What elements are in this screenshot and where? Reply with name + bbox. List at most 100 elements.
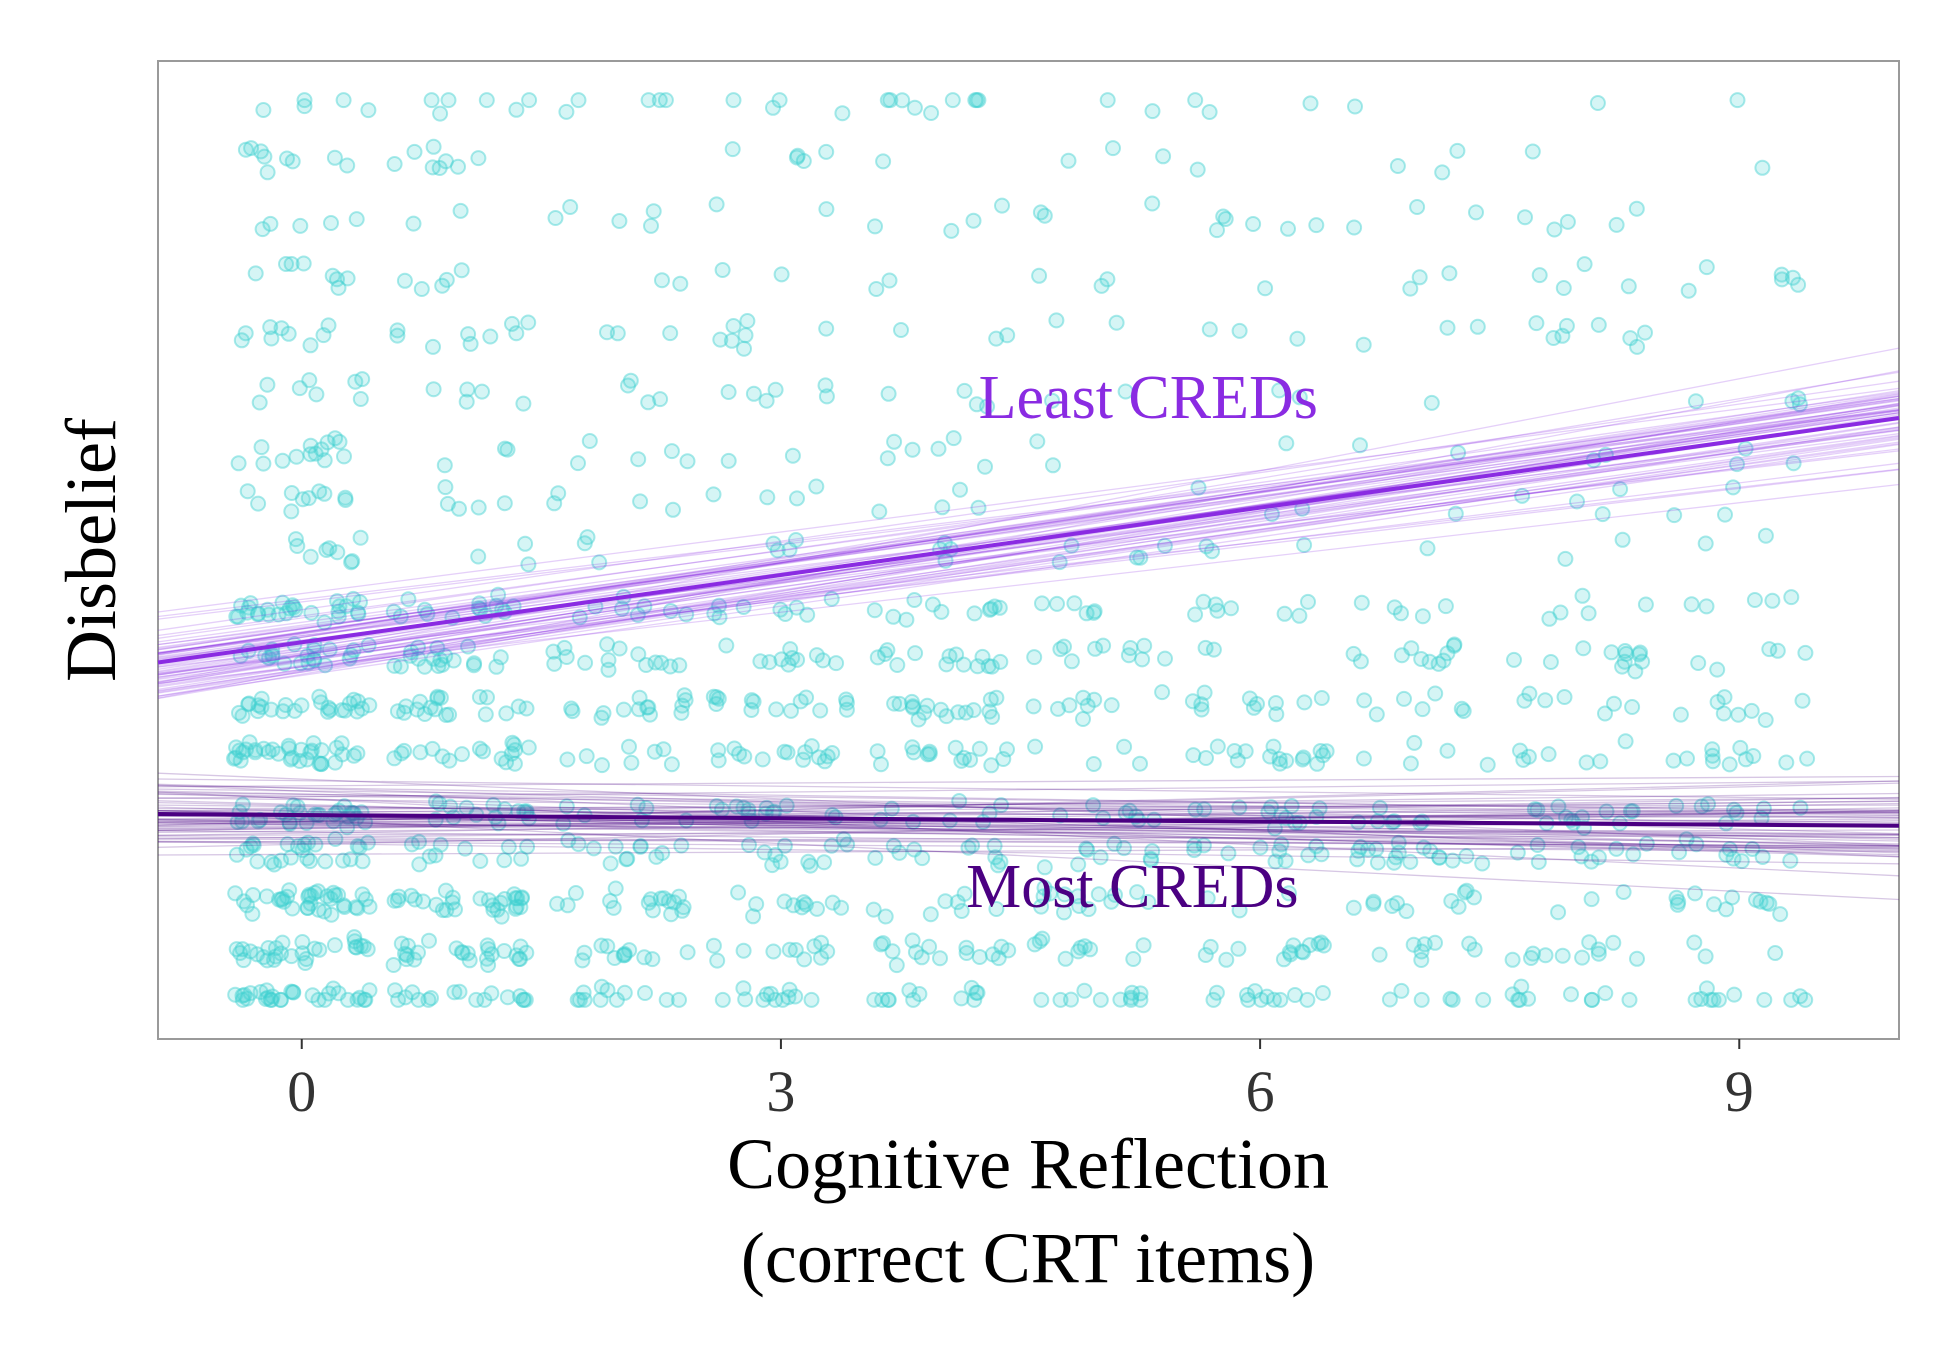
data-point [1709, 661, 1726, 678]
posterior-draw-line [157, 802, 1900, 832]
data-point [278, 256, 294, 272]
data-point [317, 657, 334, 674]
data-point [330, 279, 347, 296]
data-point [906, 841, 923, 858]
data-point [735, 980, 752, 997]
data-point [886, 695, 903, 712]
data-point [1076, 982, 1093, 999]
data-point [386, 892, 403, 909]
data-point [1360, 841, 1376, 858]
data-point [1584, 991, 1600, 1008]
data-point [251, 394, 268, 411]
data-point [708, 798, 725, 815]
data-point [515, 991, 532, 1008]
data-point [1048, 312, 1065, 329]
data-point [1573, 848, 1590, 865]
data-point [730, 884, 747, 901]
data-point [439, 495, 456, 512]
data-point [1281, 885, 1297, 902]
data-point [284, 597, 301, 614]
posterior-draw-line [157, 822, 1900, 836]
data-point [428, 896, 445, 913]
data-point [1444, 852, 1461, 869]
posterior-draw-line [157, 399, 1900, 655]
data-point [1422, 843, 1439, 859]
data-point [1479, 756, 1496, 773]
data-point [1730, 706, 1747, 723]
posterior-draw-line [157, 800, 1900, 823]
data-point [966, 991, 983, 1008]
data-point [425, 338, 441, 355]
mean-fit-line [157, 812, 1900, 828]
data-point [340, 991, 356, 1008]
data-point [322, 701, 339, 718]
data-point [1085, 756, 1102, 772]
data-point [1365, 893, 1382, 910]
data-point [396, 742, 413, 759]
data-point [562, 199, 579, 215]
data-point [966, 605, 983, 622]
data-point [1504, 951, 1521, 968]
data-point [1295, 944, 1312, 961]
posterior-draw-line [157, 402, 1900, 697]
data-point [304, 987, 321, 1004]
data-point [499, 989, 516, 1006]
data-point [281, 600, 298, 617]
data-point [1632, 644, 1649, 661]
data-point [631, 701, 647, 718]
data-point [1757, 712, 1774, 728]
data-point [725, 318, 742, 334]
data-point [434, 656, 451, 673]
data-point [1033, 991, 1050, 1008]
data-point [1615, 884, 1632, 900]
data-point [1295, 749, 1312, 766]
data-point [1458, 882, 1475, 899]
data-point [1523, 950, 1539, 966]
data-point [400, 937, 416, 954]
data-point [437, 882, 454, 899]
data-point [512, 899, 529, 916]
data-point [247, 744, 264, 761]
data-point [1056, 638, 1072, 655]
data-point [622, 372, 639, 389]
data-point [227, 749, 244, 766]
data-point [834, 105, 851, 122]
data-point [1717, 506, 1733, 523]
data-point [666, 894, 683, 911]
data-point [293, 697, 310, 714]
data-point [991, 599, 1008, 616]
data-point [1414, 608, 1431, 625]
data-point [906, 99, 923, 116]
data-point [466, 655, 483, 672]
data-point [1036, 207, 1053, 224]
data-point [307, 445, 324, 462]
data-point [1313, 846, 1330, 863]
data-point [1201, 104, 1218, 120]
data-point [1421, 653, 1438, 670]
data-point [432, 836, 449, 853]
data-point [320, 699, 337, 716]
data-point [905, 744, 922, 761]
data-point [578, 748, 595, 765]
data-point [647, 654, 664, 671]
data-point [234, 941, 251, 958]
data-point [779, 744, 796, 761]
data-point [802, 857, 819, 874]
x-tick-label: 0 [287, 1059, 316, 1124]
data-point [430, 658, 447, 674]
data-point [1031, 267, 1048, 284]
data-point [330, 603, 347, 620]
data-point [1574, 949, 1591, 966]
data-point [1257, 280, 1274, 297]
data-point [710, 742, 727, 759]
data-point [434, 748, 451, 765]
data-point [316, 485, 333, 502]
data-point [1154, 684, 1171, 701]
data-point [385, 603, 402, 620]
data-point [485, 901, 502, 918]
data-point [297, 955, 314, 971]
data-point [306, 651, 322, 668]
data-point [1144, 843, 1161, 860]
data-point [263, 330, 280, 347]
data-point [329, 271, 345, 288]
